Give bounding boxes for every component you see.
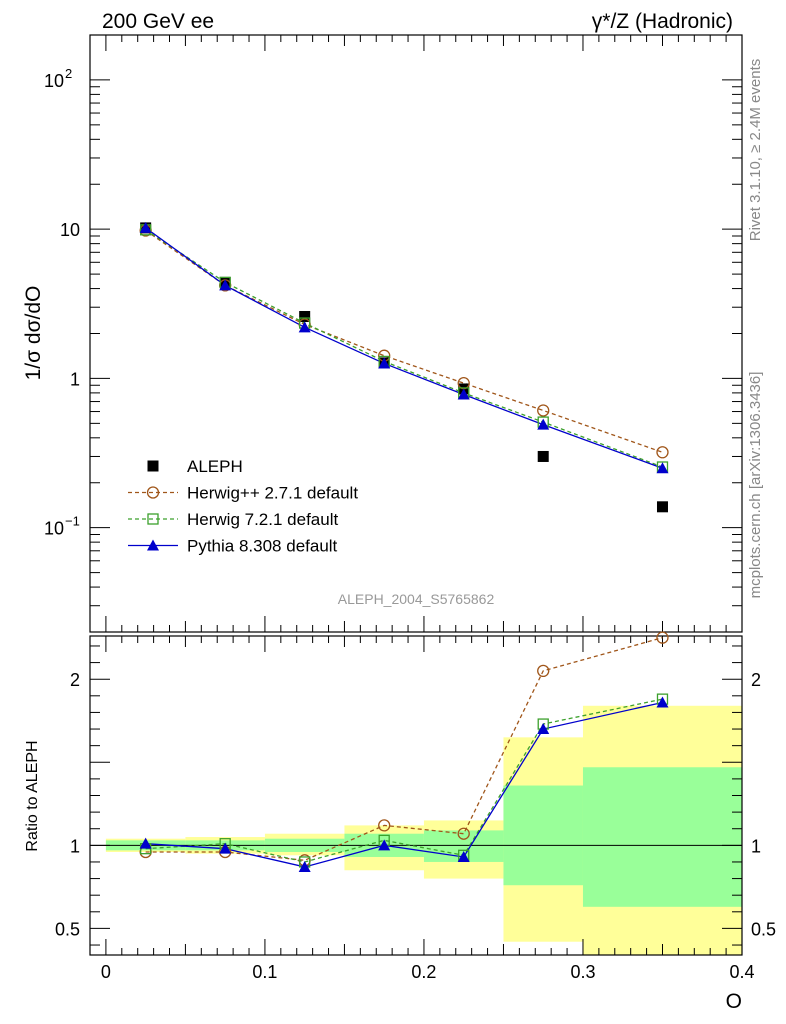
x-axis-label: O xyxy=(726,990,742,1013)
ratio-series-2-point-2 xyxy=(298,860,311,872)
main-y-tick-exponent: −1 xyxy=(65,514,80,529)
mcplots-label: mcplots.cern.ch [arXiv:1306.3436] xyxy=(747,372,764,599)
main-series-3-point-2 xyxy=(298,321,311,333)
ratio-series-0-point-4 xyxy=(457,827,470,840)
main-series-1-point-6 xyxy=(656,446,669,459)
legend-label-1: Herwig++ 2.7.1 default xyxy=(187,484,358,503)
ratio-series-2-point-4 xyxy=(457,850,470,862)
main-series-0-point-5 xyxy=(537,450,549,462)
x-tick-label: 0.1 xyxy=(252,962,277,982)
legend-label-2: Herwig 7.2.1 default xyxy=(187,510,338,529)
main-y-tick-label: 10 xyxy=(44,519,64,539)
legend-marker-3 xyxy=(147,539,159,551)
legend-label-0: ALEPH xyxy=(187,457,243,476)
ratio-series-0-point-6 xyxy=(656,631,669,644)
inner-band-6 xyxy=(582,767,742,907)
main-y-tick-label: 10 xyxy=(44,71,64,91)
ratio-series-2-point-1 xyxy=(219,842,232,854)
x-tick-label: 0.4 xyxy=(729,962,754,982)
main-y-axis-label: 1/σ dσ/dO xyxy=(22,286,45,381)
main-series-line-2 xyxy=(145,229,663,468)
legend-marker-1 xyxy=(146,486,160,499)
legend-label-3: Pythia 8.308 default xyxy=(187,537,338,556)
ratio-series-2-point-6 xyxy=(656,696,669,708)
ratio-y-tick-label: 1 xyxy=(70,836,80,856)
main-series-0-point-6 xyxy=(656,501,668,513)
main-series-3-point-0 xyxy=(139,221,152,233)
ratio-y-tick-label: 2 xyxy=(70,670,80,690)
legend-marker-0 xyxy=(147,460,159,472)
x-tick-label: 0.3 xyxy=(570,962,595,982)
main-series-line-1 xyxy=(145,229,663,453)
ratio-y-axis-label: Ratio to ALEPH xyxy=(24,740,41,851)
ratio-series-0-point-5 xyxy=(537,664,550,678)
main-series-0-point-2 xyxy=(299,310,311,322)
x-tick-label: 0 xyxy=(101,962,111,982)
main-series-3-point-5 xyxy=(537,418,550,430)
main-series-3-point-1 xyxy=(219,279,232,291)
left-title: 200 GeV ee xyxy=(102,10,214,33)
axis-ticks xyxy=(90,34,743,955)
main-series-3-point-4 xyxy=(457,388,470,400)
main-series-line-3 xyxy=(145,227,663,469)
x-tick-label: 0.2 xyxy=(411,962,436,982)
ratio-series-2-point-0 xyxy=(139,837,152,849)
rivet-version-label: Rivet 3.1.10, ≥ 2.4M events xyxy=(747,59,764,242)
ratio-uncertainty-bands xyxy=(105,705,742,955)
main-series-1-point-5 xyxy=(537,404,550,417)
ratio-series-2-point-3 xyxy=(378,839,391,851)
series-markers xyxy=(139,221,669,872)
ratio-y-tick-label-right: 1 xyxy=(751,836,761,856)
ratio-series-2-point-5 xyxy=(537,723,550,735)
ratio-y-tick-label-right: 2 xyxy=(751,670,761,690)
main-y-tick-label: 1 xyxy=(70,369,80,389)
ratio-series-0-point-3 xyxy=(378,819,391,832)
main-y-tick-exponent: 2 xyxy=(65,66,72,81)
right-title: γ*/Z (Hadronic) xyxy=(592,10,733,33)
main-series-3-point-6 xyxy=(656,462,669,474)
ratio-y-tick-label-right: 0.5 xyxy=(751,919,776,939)
legend-marker-2 xyxy=(147,513,159,525)
ratio-y-tick-label: 0.5 xyxy=(55,919,80,939)
legend: ALEPH Herwig++ 2.7.1 default Herwig 7.2.1 … xyxy=(128,457,358,556)
inner-band-5 xyxy=(503,785,583,886)
main-y-tick-label: 10 xyxy=(60,220,80,240)
analysis-watermark: ALEPH_2004_S5765862 xyxy=(338,591,495,607)
main-series-3-point-3 xyxy=(378,357,391,369)
